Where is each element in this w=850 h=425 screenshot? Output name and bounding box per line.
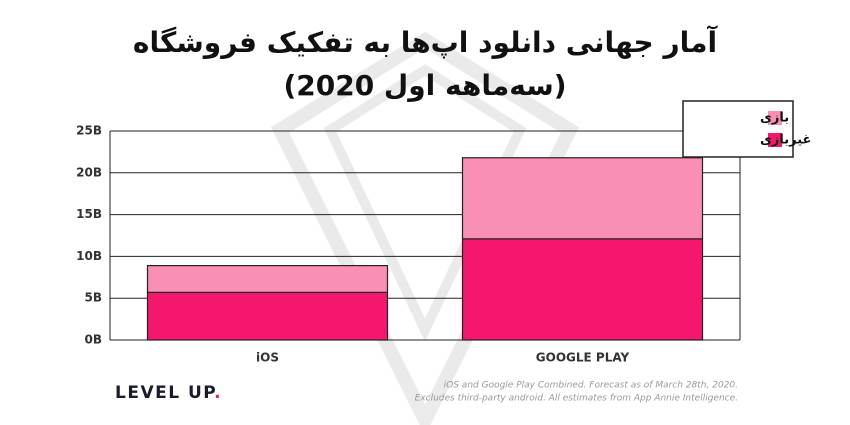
bar-segment — [461, 157, 704, 240]
y-tick-label: 25B — [76, 124, 102, 138]
y-tick-label: 10B — [76, 249, 102, 263]
chart-subtitle: (سه‌ماهه اول 2020) — [283, 69, 566, 102]
chart-title: آمار جهانی دانلود اپ‌ها به تفکیک فروشگاه — [133, 25, 719, 59]
legend-swatch — [768, 133, 782, 147]
footnote: iOS and Google Play Combined. Forecast a… — [444, 381, 738, 391]
bar-segment — [146, 291, 389, 341]
y-tick-label: 20B — [76, 165, 102, 179]
x-tick-label: GOOGLE PLAY — [536, 351, 630, 365]
watermark — [270, 31, 580, 425]
brand-text: LEVEL UP — [115, 383, 215, 403]
footnote: Excludes third-party android. All estima… — [415, 394, 738, 404]
bar-segment — [461, 238, 704, 341]
y-tick-label: 0B — [85, 333, 103, 347]
y-tick-label: 5B — [85, 291, 103, 305]
y-tick-label: 15B — [76, 207, 102, 221]
legend-label: غیربازی — [760, 133, 811, 148]
brand: LEVEL UP. — [115, 383, 222, 403]
brand-dot: . — [214, 383, 222, 403]
legend-swatch — [768, 111, 782, 125]
legend-box — [682, 100, 794, 158]
bar-segment — [146, 264, 389, 293]
legend-label: بازی — [760, 111, 789, 126]
x-tick-label: iOS — [256, 351, 279, 365]
